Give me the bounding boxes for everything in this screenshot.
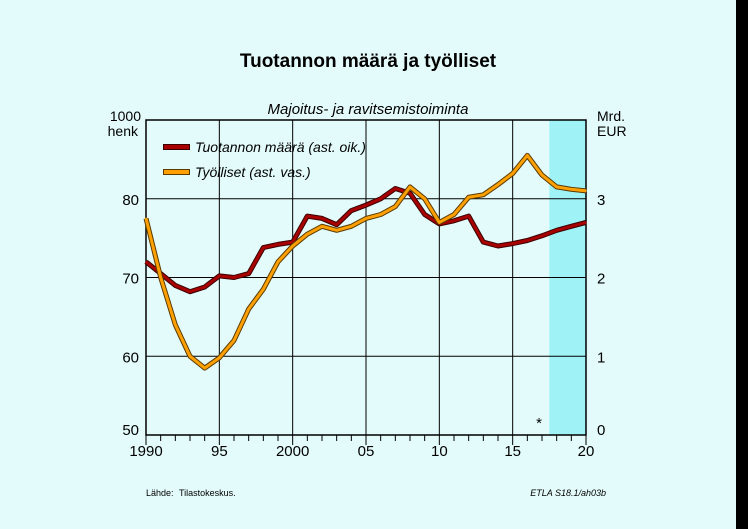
series-point-0 (423, 213, 426, 216)
series-point-0 (511, 242, 514, 245)
series-point-0 (306, 215, 309, 217)
series-point-0 (541, 234, 543, 237)
series-point-0 (218, 275, 221, 277)
right-tick-label: 0 (597, 422, 605, 439)
legend-label-employed: Työlliset (ast. vas.) (195, 164, 311, 180)
series-point-0 (247, 272, 250, 275)
left-tick-labels: 50 60 70 80 (122, 192, 139, 439)
legend: Tuotannon määrä (ast. oik.) Työlliset (a… (163, 139, 366, 180)
source-text: Tilastokeskus. (179, 488, 236, 498)
series-point-1 (174, 323, 177, 326)
series-point-1 (409, 186, 411, 188)
series-point-0 (350, 209, 353, 212)
series-point-1 (526, 154, 529, 157)
left-unit-line2: henk (108, 123, 139, 139)
series-point-1 (262, 288, 265, 291)
right-tick-label: 1 (597, 349, 605, 366)
forecast-marker: * (536, 415, 542, 432)
series-point-0 (394, 187, 397, 190)
series-point-0 (497, 245, 499, 247)
series-point-1 (379, 213, 382, 216)
x-tick-label: 15 (504, 443, 521, 460)
series-point-1 (233, 339, 235, 342)
left-unit-line1: 1000 (110, 108, 141, 124)
series-point-1 (482, 194, 485, 196)
series-point-0 (291, 241, 294, 243)
axis-ticks (145, 435, 587, 445)
series-point-1 (291, 245, 294, 247)
series-point-0 (233, 276, 235, 279)
series-point-1 (350, 225, 353, 228)
right-unit-line1: Mrd. (597, 108, 625, 124)
chart-code: ETLA S18.1/ah03b (530, 488, 606, 498)
series-point-1 (203, 367, 206, 369)
series-point-1 (277, 260, 279, 263)
series-point-0 (555, 229, 558, 232)
x-tick-labels: 1990 95 2000 05 10 15 20 (129, 443, 594, 460)
series-point-0 (365, 204, 367, 206)
series-point-1 (306, 233, 309, 235)
series-point-0 (379, 197, 382, 200)
series-point-0 (174, 284, 177, 287)
x-tick-label: 95 (211, 443, 228, 460)
series-point-0 (453, 220, 455, 222)
x-tick-label: 1990 (129, 443, 162, 460)
series-point-0 (277, 243, 279, 246)
series-point-0 (189, 290, 191, 293)
left-tick-label: 60 (122, 349, 139, 366)
source-label: Lähde: (146, 488, 174, 498)
series-point-0 (409, 192, 411, 195)
series-point-1 (467, 196, 470, 198)
series-point-0 (321, 217, 323, 220)
chart-title: Tuotannon määrä ja työlliset (240, 51, 497, 72)
series-point-1 (365, 217, 367, 220)
series-point-1 (159, 276, 162, 279)
series-point-1 (321, 225, 323, 228)
series-point-1 (453, 213, 455, 216)
series-point-0 (335, 223, 338, 226)
series-point-1 (438, 221, 441, 224)
left-tick-label: 50 (122, 422, 139, 439)
x-tick-label: 05 (358, 443, 375, 460)
series-point-1 (570, 188, 573, 191)
series-point-1 (555, 186, 558, 188)
right-tick-labels: 0 1 2 3 (597, 192, 605, 439)
series-point-1 (247, 308, 250, 310)
x-tick-label: 10 (431, 443, 448, 460)
series-point-0 (145, 260, 147, 263)
series-point-0 (585, 221, 587, 224)
series-point-0 (526, 239, 529, 242)
series-point-1 (511, 172, 514, 175)
legend-label-production: Tuotannon määrä (ast. oik.) (195, 139, 366, 155)
x-tick-label: 20 (578, 443, 595, 460)
series-point-0 (203, 286, 206, 288)
series-lines (143, 152, 587, 371)
series-point-1 (145, 217, 147, 220)
x-tick-label: 2000 (276, 443, 309, 460)
series-point-1 (189, 355, 191, 358)
series-point-0 (482, 241, 485, 243)
right-tick-label: 3 (597, 192, 605, 209)
series-point-1 (541, 174, 543, 176)
left-tick-label: 70 (122, 271, 139, 288)
series-point-1 (497, 183, 499, 186)
series-point-1 (423, 197, 426, 200)
left-tick-label: 80 (122, 192, 139, 209)
series-point-1 (335, 229, 338, 232)
right-unit-line2: EUR (597, 123, 627, 139)
series-point-0 (262, 246, 265, 249)
series-point-1 (218, 357, 221, 359)
right-tick-label: 2 (597, 271, 605, 288)
series-point-1 (585, 190, 587, 192)
chart-subtitle: Majoitus- ja ravitsemistoiminta (268, 101, 469, 118)
series-point-1 (394, 205, 397, 208)
series-point-0 (570, 225, 573, 228)
series-point-0 (467, 215, 470, 217)
